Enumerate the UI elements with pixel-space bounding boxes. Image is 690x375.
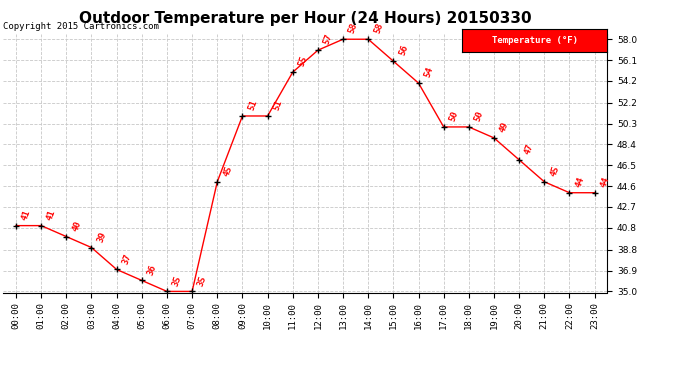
Text: 40: 40 (70, 219, 83, 232)
Text: 51: 51 (272, 99, 284, 112)
Text: 45: 45 (549, 164, 560, 178)
Text: 44: 44 (599, 176, 611, 189)
Text: 50: 50 (448, 110, 460, 123)
Text: 39: 39 (96, 230, 108, 243)
Text: 35: 35 (171, 274, 184, 287)
Text: 35: 35 (196, 274, 208, 287)
Text: 57: 57 (322, 33, 334, 46)
Text: 41: 41 (20, 208, 32, 222)
Text: 58: 58 (373, 22, 384, 35)
Text: 51: 51 (246, 99, 259, 112)
Text: 56: 56 (397, 44, 410, 57)
Text: 49: 49 (498, 120, 511, 134)
Text: 37: 37 (121, 252, 133, 265)
Text: 58: 58 (347, 22, 359, 35)
Text: 41: 41 (46, 208, 57, 222)
Text: 44: 44 (573, 176, 586, 189)
Text: 47: 47 (523, 142, 535, 156)
Text: 45: 45 (221, 164, 234, 178)
Text: 50: 50 (473, 110, 485, 123)
Text: Copyright 2015 Cartronics.com: Copyright 2015 Cartronics.com (3, 22, 159, 31)
Title: Outdoor Temperature per Hour (24 Hours) 20150330: Outdoor Temperature per Hour (24 Hours) … (79, 11, 531, 26)
Text: 55: 55 (297, 55, 309, 68)
Text: 54: 54 (423, 66, 435, 79)
Text: 36: 36 (146, 263, 158, 276)
